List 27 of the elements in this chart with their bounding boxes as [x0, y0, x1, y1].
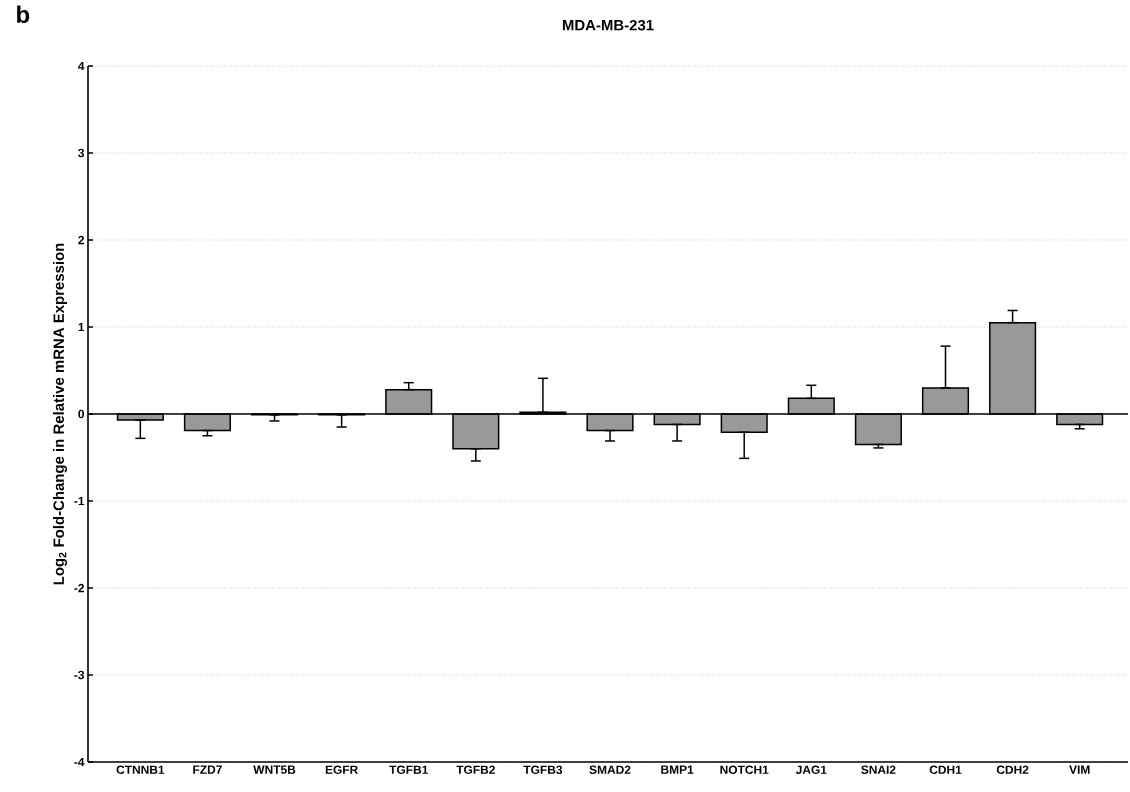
- x-tick-label: CDH1: [929, 765, 962, 774]
- x-tick-label: CTNNB1: [116, 765, 165, 774]
- x-tick-label: EGFR: [325, 765, 358, 774]
- x-tick-label: NOTCH1: [720, 765, 769, 774]
- x-tick-label: BMP1: [661, 765, 694, 774]
- x-tick-label: WNT5B: [253, 765, 296, 774]
- x-tick-label: TGFB2: [456, 765, 495, 774]
- y-tick-label: -2: [74, 583, 84, 593]
- y-tick-label: 3: [78, 148, 85, 158]
- y-tick-label: 2: [78, 235, 84, 245]
- x-tick-label: TGFB3: [523, 765, 563, 775]
- x-tick-label: VIM: [1069, 765, 1090, 774]
- y-tick-label: 1: [78, 322, 85, 332]
- x-tick-label: TGFB1: [389, 765, 428, 774]
- y-tick-label: 0: [78, 409, 84, 419]
- x-tick-label: FZD7: [193, 765, 222, 774]
- y-tick-label: -3: [74, 670, 85, 680]
- x-tick-label: JAG1: [795, 765, 827, 774]
- y-tick-label: -4: [74, 757, 85, 767]
- chart-title: MDA-MB-231: [562, 19, 654, 31]
- x-tick-label: SNAI2: [861, 765, 896, 774]
- y-tick-label: 4: [78, 61, 85, 71]
- x-tick-label: CDH2: [996, 765, 1029, 774]
- y-axis-title: Log$_{2}$ Fold-Change in Relative mRNA Expression: [53, 243, 68, 585]
- y-tick-label: -1: [74, 496, 85, 506]
- text: b: [17, 5, 30, 24]
- x-tick-label: SMAD2: [589, 765, 631, 774]
